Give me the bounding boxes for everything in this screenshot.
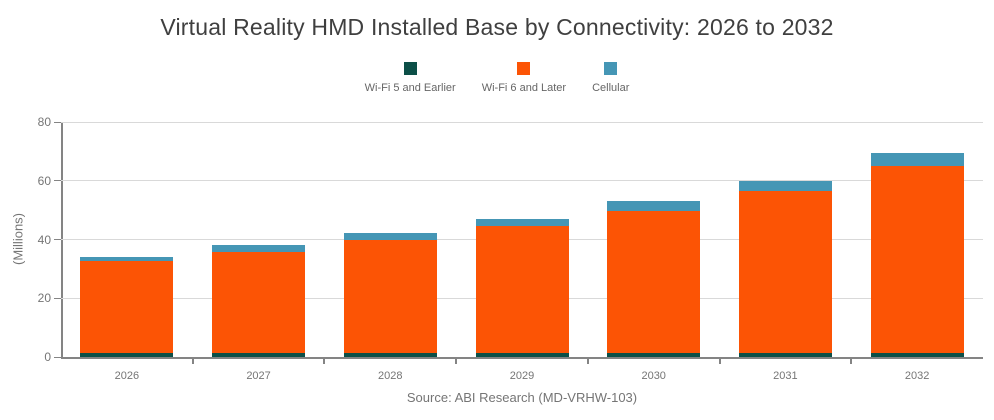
legend-item-wifi5[interactable]: Wi-Fi 5 and Earlier <box>365 62 456 94</box>
bar-segment-2031-wi-fi-5-and-earlier[interactable] <box>738 353 832 357</box>
bar-segment-2032-cellular[interactable] <box>870 152 964 167</box>
bar-segment-2028-wi-fi-6-and-later[interactable] <box>343 239 437 354</box>
bar-segment-2032-wi-fi-5-and-earlier[interactable] <box>870 353 964 357</box>
x-axis-label-2029: 2029 <box>509 370 535 382</box>
bar-segment-2026-wi-fi-5-and-earlier[interactable] <box>80 353 174 357</box>
x-axis-label-2028: 2028 <box>378 370 403 382</box>
x-axis-label-2026: 2026 <box>114 370 140 382</box>
bar-segment-2031-cellular[interactable] <box>738 181 832 192</box>
x-axis-label-2031: 2031 <box>773 370 798 382</box>
x-tick-5 <box>718 359 721 364</box>
y-axis-line <box>61 122 63 359</box>
y-axis-tick-label-20: 20 <box>37 291 51 306</box>
bar-segment-2028-wi-fi-5-and-earlier[interactable] <box>343 353 437 357</box>
bar-2027 <box>212 245 306 357</box>
chart-title: Virtual Reality HMD Installed Base by Co… <box>160 14 834 40</box>
x-axis-line <box>61 357 983 359</box>
x-tick-1 <box>191 359 194 364</box>
y-axis-tick-label-80: 80 <box>37 115 51 129</box>
bar-segment-2027-cellular[interactable] <box>212 245 306 252</box>
bar-segment-2030-cellular[interactable] <box>607 201 701 212</box>
x-axis-label-2030: 2030 <box>641 370 666 382</box>
bar-2032 <box>870 152 964 357</box>
legend-item-cellular[interactable]: Cellular <box>592 62 629 94</box>
bar-2031 <box>738 181 832 357</box>
gridline-80 <box>61 121 983 123</box>
y-axis-tick-label-0: 0 <box>44 350 51 364</box>
bar-segment-2027-wi-fi-5-and-earlier[interactable] <box>212 353 306 357</box>
bar-2028 <box>343 233 437 357</box>
bar-segment-2028-cellular[interactable] <box>343 233 437 240</box>
y-tick-80 <box>54 121 61 123</box>
bar-segment-2031-wi-fi-6-and-later[interactable] <box>738 191 832 354</box>
bar-segment-2027-wi-fi-6-and-later[interactable] <box>212 251 306 354</box>
legend-swatch-wifi6 <box>517 62 531 75</box>
bar-2026 <box>80 256 174 357</box>
legend: Wi-Fi 5 and Earlier Wi-Fi 6 and Later Cell… <box>0 62 994 94</box>
bar-segment-2029-wi-fi-6-and-later[interactable] <box>475 226 569 354</box>
bar-segment-2026-wi-fi-6-and-later[interactable] <box>80 261 174 354</box>
x-tick-2 <box>323 359 326 364</box>
bar-segment-2029-cellular[interactable] <box>475 219 569 227</box>
legend-label-wifi5: Wi-Fi 5 and Earlier <box>364 82 456 94</box>
legend-label-cellular: Cellular <box>592 82 630 94</box>
bar-segment-2030-wi-fi-6-and-later[interactable] <box>607 211 701 354</box>
plot-area: 0 20 40 60 80 2026 2027 2028 2029 2030 2031 2032 <box>38 115 983 382</box>
x-tick-4 <box>586 359 589 364</box>
bar-segment-2030-wi-fi-5-and-earlier[interactable] <box>607 353 701 357</box>
bar-segment-2026-cellular[interactable] <box>80 256 174 262</box>
x-axis-label-2032: 2032 <box>904 370 930 382</box>
bar-segment-2032-wi-fi-6-and-later[interactable] <box>870 166 964 354</box>
y-tick-20 <box>54 297 61 299</box>
y-axis-tick-label-40: 40 <box>37 232 51 247</box>
legend-swatch-wifi5 <box>403 62 417 75</box>
bar-segment-2029-wi-fi-5-and-earlier[interactable] <box>475 353 569 357</box>
x-tick-3 <box>455 359 458 364</box>
y-tick-0 <box>54 356 61 358</box>
legend-swatch-cellular <box>604 62 618 75</box>
y-tick-40 <box>54 239 61 240</box>
bar-2029 <box>475 219 569 357</box>
legend-item-wifi6[interactable]: Wi-Fi 6 and Later <box>482 62 566 94</box>
x-axis-label-2027: 2027 <box>246 370 271 382</box>
y-tick-60 <box>54 180 61 182</box>
legend-label-wifi6: Wi-Fi 6 and Later <box>481 82 567 94</box>
y-axis-tick-label-60: 60 <box>37 173 51 188</box>
source-caption: Source: ABI Research (MD-VRHW-103) <box>406 390 638 405</box>
x-tick-6 <box>850 359 853 364</box>
bar-2030 <box>607 201 701 357</box>
gridline-60 <box>61 180 983 182</box>
